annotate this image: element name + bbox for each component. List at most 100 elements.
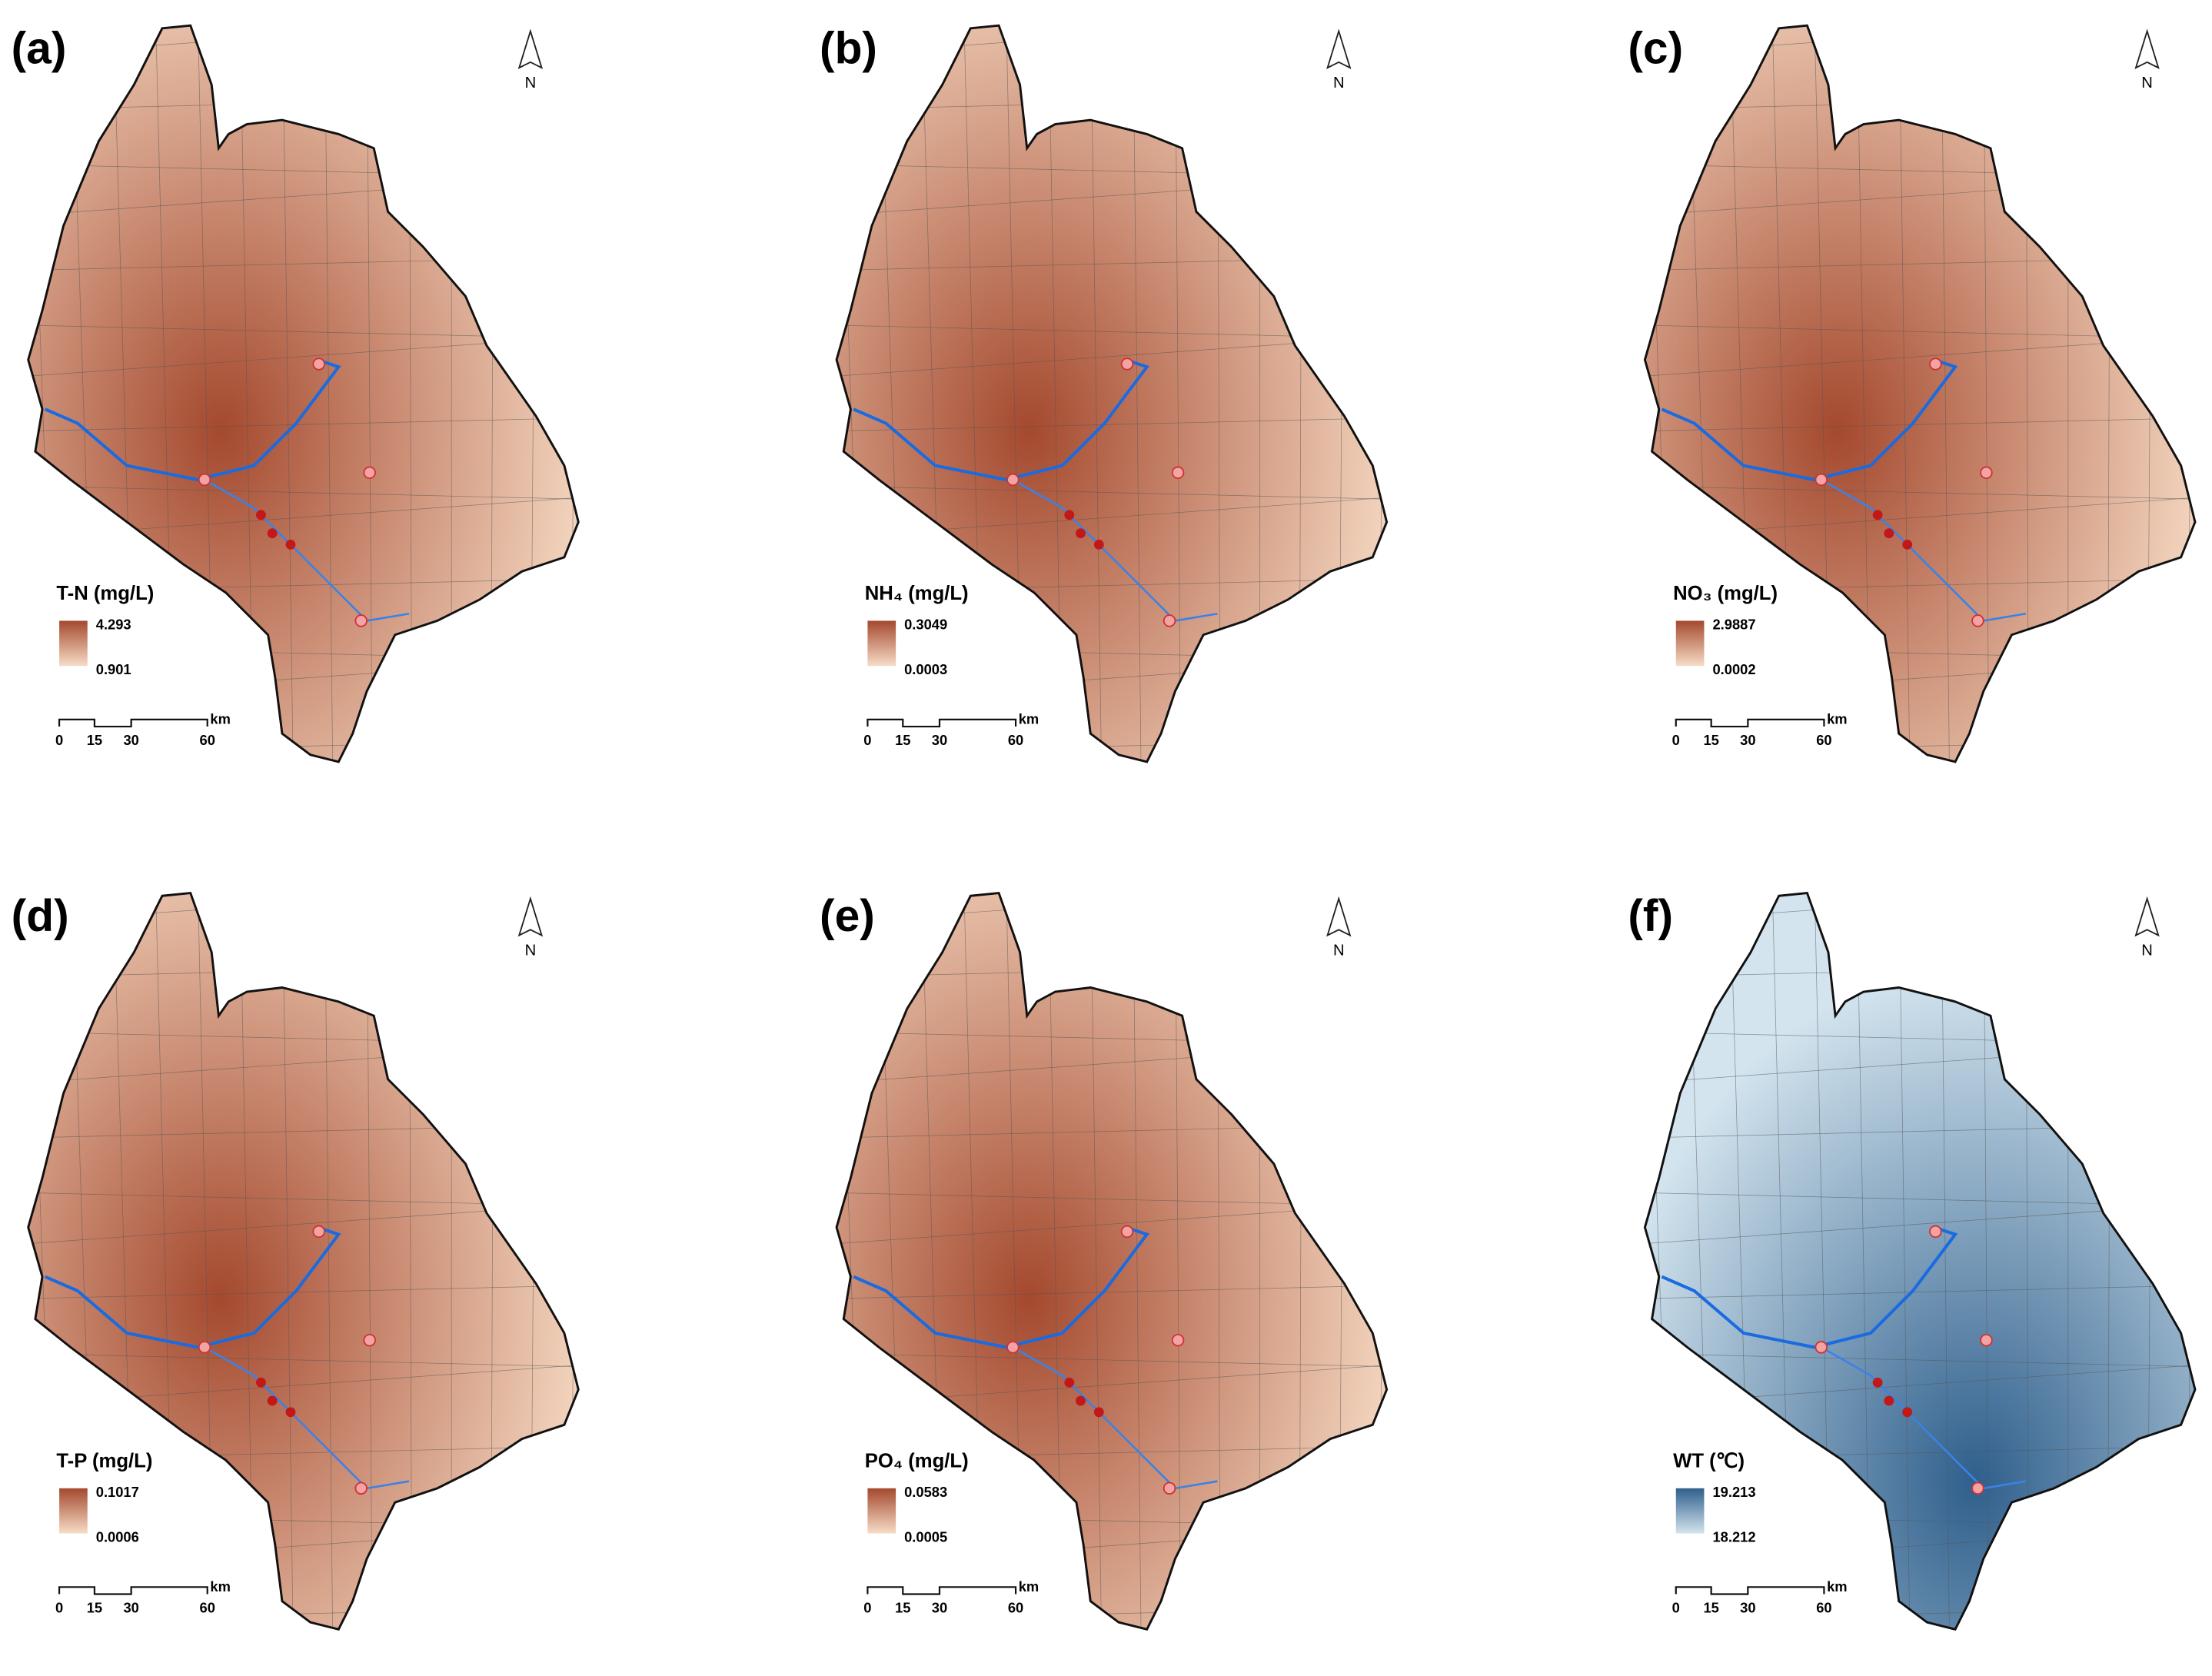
scale-label: 15 <box>87 732 102 748</box>
station <box>1171 1333 1185 1347</box>
legend-min: 18.212 <box>1712 1529 1755 1545</box>
scale-label: 30 <box>123 1599 138 1615</box>
site <box>1093 539 1104 550</box>
scale-label: 15 <box>1703 732 1718 748</box>
site <box>1884 1395 1894 1406</box>
subbasin-line <box>837 484 1387 500</box>
scale-label: 60 <box>1816 732 1831 748</box>
scale-unit: km <box>1827 710 1848 727</box>
scale-label: 30 <box>1740 732 1755 748</box>
site <box>267 1395 278 1406</box>
subbasin-line <box>28 25 579 57</box>
north-arrow <box>2134 28 2160 69</box>
watershed-outline <box>835 24 1389 763</box>
station <box>1815 473 1828 487</box>
scale-unit: km <box>1019 710 1039 727</box>
scale-bar <box>58 1586 208 1595</box>
main-river <box>44 1225 341 1349</box>
legend-ramp <box>1675 620 1705 667</box>
station <box>1980 1333 1993 1347</box>
station <box>1971 614 1984 627</box>
panel-label: (d) <box>12 891 69 941</box>
site <box>1064 510 1075 520</box>
scale-label: 15 <box>1703 1599 1718 1615</box>
legend-max: 2.9887 <box>1712 616 1755 632</box>
legend-max: 0.1017 <box>96 1484 139 1500</box>
scale-label: 60 <box>1816 1599 1831 1615</box>
scale-bar <box>58 718 208 728</box>
station <box>1163 614 1176 627</box>
north-arrow <box>2134 896 2160 937</box>
river <box>1012 478 1218 622</box>
main-river <box>853 358 1150 482</box>
subbasin-line <box>837 893 1387 925</box>
legend-title: NH₄ (mg/L) <box>865 583 969 604</box>
scale-bar <box>1675 1586 1825 1595</box>
scale-label: 0 <box>55 1599 63 1615</box>
watershed-outline <box>1643 891 2197 1631</box>
legend-title: NO₃ (mg/L) <box>1673 583 1778 604</box>
scale-label: 60 <box>1008 732 1023 748</box>
scale-unit: km <box>1019 1578 1039 1595</box>
subbasin-line <box>28 484 579 500</box>
subbasin-line <box>2186 893 2195 1630</box>
subbasin-line <box>1089 893 1103 1630</box>
scale-bar <box>867 1586 1017 1595</box>
map-panel: (d) N T-P (mg/L) 0.1017 0.0006 0 15 30 60 km <box>12 891 580 1631</box>
river <box>1012 1346 1218 1490</box>
legend-ramp <box>867 1488 896 1534</box>
river <box>1821 1346 2027 1490</box>
panel-label: (f) <box>1628 891 1673 941</box>
north-arrow <box>1326 896 1352 937</box>
subbasin-line <box>837 963 1387 979</box>
north-arrow <box>1326 28 1352 69</box>
subbasin-line <box>1338 25 1345 762</box>
legend-ramp <box>59 620 88 667</box>
map-panel: (f) N WT (℃) 19.213 18.212 0 15 30 60 km <box>1628 891 2197 1631</box>
station <box>354 614 368 627</box>
station <box>1171 466 1185 480</box>
subbasin-line <box>837 25 1387 57</box>
scale-bar <box>1675 718 1825 728</box>
site <box>1902 539 1913 550</box>
scale-label: 0 <box>1672 732 1680 748</box>
legend-max: 19.213 <box>1712 1484 1755 1500</box>
subbasin-line <box>281 893 294 1630</box>
legend-max: 0.3049 <box>904 616 947 632</box>
main-river <box>1661 1225 1958 1349</box>
legend-title: T-N (mg/L) <box>56 583 154 604</box>
scale-label: 30 <box>932 732 947 748</box>
site <box>1884 528 1894 539</box>
site <box>1076 1395 1086 1406</box>
legend-title: PO₄ (mg/L) <box>865 1450 969 1471</box>
river <box>1821 478 2027 622</box>
station <box>312 1225 325 1239</box>
subbasin-line <box>1338 893 1345 1630</box>
legend-min: 0.0003 <box>904 661 947 677</box>
subbasin-line <box>569 25 579 762</box>
station <box>1929 1225 1942 1239</box>
subbasin-line <box>28 1352 579 1368</box>
watershed <box>837 25 1387 762</box>
scale-label: 0 <box>55 732 63 748</box>
river <box>204 1346 410 1490</box>
legend-min: 0.0006 <box>96 1529 139 1545</box>
legend-ramp <box>59 1488 88 1534</box>
subbasin-line <box>1645 95 2195 111</box>
subbasin-line <box>28 95 579 111</box>
site <box>285 1407 296 1418</box>
site <box>1872 1377 1883 1388</box>
watershed <box>28 893 579 1630</box>
site <box>256 1377 266 1388</box>
subbasin-line <box>1645 1352 2195 1368</box>
watershed-outline <box>835 891 1389 1631</box>
watershed <box>1645 893 2195 1630</box>
legend-max: 4.293 <box>96 616 131 632</box>
scale-label: 15 <box>895 1599 910 1615</box>
station <box>312 357 325 371</box>
scale-label: 30 <box>123 732 138 748</box>
subbasin-line <box>530 893 537 1630</box>
map-panel: (c) N NO₃ (mg/L) 2.9887 0.0002 0 15 30 60 km <box>1628 24 2197 763</box>
watershed <box>1645 25 2195 762</box>
